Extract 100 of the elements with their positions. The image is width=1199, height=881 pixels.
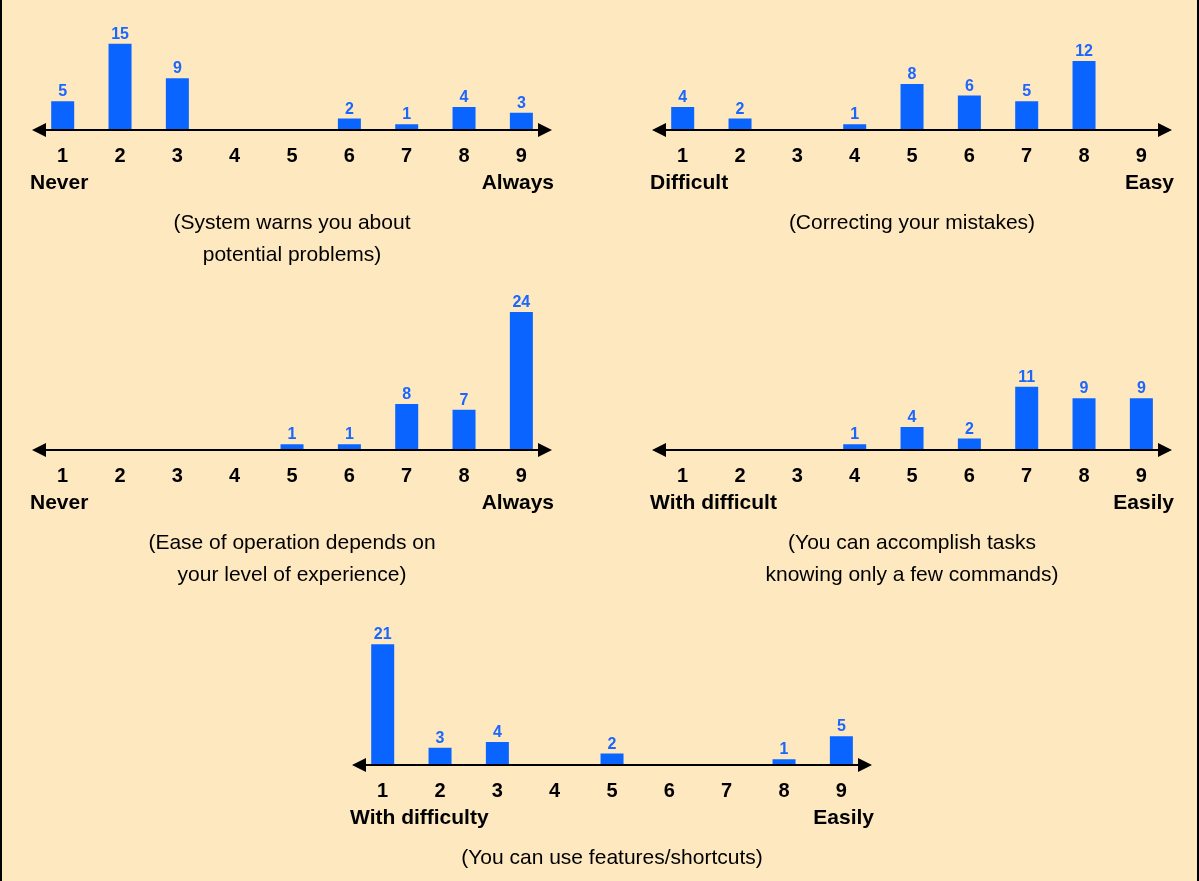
data-label: 1 [287,425,297,443]
x-tick-label: 2 [734,144,746,167]
x-tick-label: 4 [849,144,862,167]
data-label: 12 [1075,42,1094,59]
x-tick-label: 7 [401,464,413,487]
data-label: 5 [836,717,846,735]
data-label: 5 [1022,82,1032,100]
bar [509,112,533,130]
text: Easily [1113,490,1174,514]
x-tick-label: 3 [171,464,183,487]
x-tick-label: 3 [171,144,183,167]
data-label: 3 [516,93,526,111]
data-label: 2 [607,734,617,752]
text: With difficulty [350,805,489,829]
bar [1072,61,1096,130]
bar [51,101,75,130]
data-label: 9 [172,59,182,77]
x-tick-label: 8 [458,464,470,487]
bar [509,312,533,450]
text: Easily [813,805,874,829]
data-label: 9 [1136,379,1146,397]
text: Easy [1124,170,1174,194]
data-label: 2 [344,99,354,117]
x-tick-label: 6 [343,144,355,167]
bar [1129,398,1153,450]
x-tick-label: 5 [286,144,298,167]
data-label: 1 [850,105,860,123]
text: Never [30,170,89,194]
data-label: 15 [111,24,130,42]
x-axis-title: (System warns you about potential problems) [172,209,412,267]
data-label: 4 [907,408,917,425]
bar [1015,101,1039,130]
data-label: 11 [1018,367,1036,385]
data-label: 8 [907,65,917,82]
x-axis-title: (Ease of operation depends on your level of experience) [147,529,437,587]
x-tick-label: 4 [549,779,562,802]
x-tick-label: 9 [1135,464,1147,487]
data-label: 1 [344,425,354,443]
bar [485,742,509,765]
data-label: 4 [459,88,469,105]
x-tick-label: 7 [1021,464,1033,487]
text: Never [30,490,89,514]
x-axis-title: (You can use features/shortcuts) [460,844,764,870]
x-tick-label: 6 [963,464,975,487]
x-tick-label: 3 [491,779,503,802]
bar [428,747,452,765]
bar [371,644,395,765]
x-tick-label: 4 [229,464,242,487]
x-tick-label: 9 [515,464,527,487]
data-label: 8 [402,385,412,402]
data-label: 2 [735,99,745,117]
text: Always [481,170,554,194]
x-tick-label: 7 [401,144,413,167]
bar [452,107,476,130]
text: Difficult [650,170,729,194]
data-label: 4 [492,723,502,740]
bar [1015,386,1039,450]
x-tick-label: 7 [1021,144,1033,167]
x-axis-title: (Correcting your mistakes) [787,209,1037,235]
text: With difficult [650,490,777,514]
data-label: 1 [850,425,860,443]
data-label: 1 [402,105,412,123]
bar [900,84,924,130]
x-tick-label: 1 [677,464,689,487]
x-tick-label: 1 [677,144,689,167]
bar [165,78,189,130]
bar [1072,398,1096,450]
data-label: 7 [459,390,469,408]
x-tick-label: 6 [663,779,675,802]
x-tick-label: 4 [849,464,862,487]
bar [829,736,853,765]
x-tick-label: 5 [606,779,618,802]
bar [452,409,476,450]
x-tick-label: 2 [734,464,746,487]
x-tick-label: 4 [229,144,242,167]
data-label: 2 [964,419,974,437]
x-tick-label: 6 [343,464,355,487]
bar [108,43,132,130]
bar [395,404,419,450]
x-tick-label: 5 [906,464,918,487]
x-tick-label: 5 [286,464,298,487]
data-label: 5 [58,82,68,100]
x-tick-label: 9 [515,144,527,167]
data-label: 24 [512,293,531,310]
x-tick-label: 3 [791,144,803,167]
x-tick-label: 7 [721,779,733,802]
x-tick-label: 8 [1078,144,1090,167]
data-label: 21 [373,625,392,643]
x-tick-label: 6 [963,144,975,167]
x-axis-title: (You can accomplish tasks knowing only a few commands) [764,529,1060,587]
data-label: 9 [1079,379,1089,397]
x-tick-label: 2 [114,144,126,167]
x-tick-label: 5 [906,144,918,167]
data-label: 6 [964,76,974,94]
bar [900,427,924,450]
x-tick-label: 9 [1135,144,1147,167]
bar [957,95,981,130]
text: Always [481,490,554,514]
x-tick-label: 3 [791,464,803,487]
x-tick-label: 9 [835,779,847,802]
